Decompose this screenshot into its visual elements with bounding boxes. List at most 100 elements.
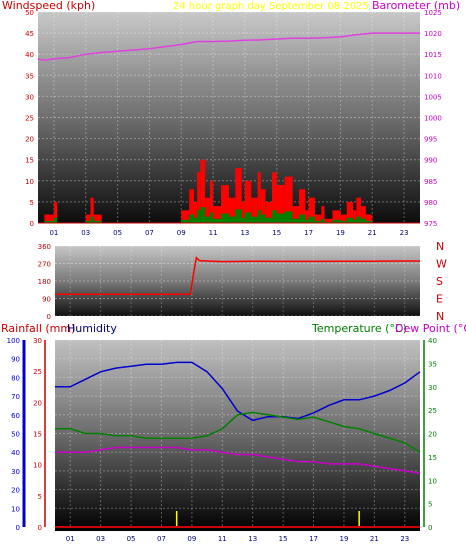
baro-tick-label: 975 — [424, 220, 437, 228]
rain-tick-label: 30 — [33, 337, 42, 345]
temp-x-tick-label: 23 — [400, 535, 409, 543]
wind-bar — [365, 214, 373, 223]
wind-x-tick-label: 11 — [209, 229, 218, 237]
wind-bar — [235, 168, 242, 223]
wind-avg-bar — [365, 220, 373, 223]
rain-tick-label: 20 — [33, 399, 42, 407]
wind-x-tick-label: 13 — [240, 229, 249, 237]
wind-bar — [340, 214, 347, 223]
wind-tick-label: 25 — [25, 115, 34, 123]
temp-x-tick-label: 01 — [66, 535, 75, 543]
temperature-line — [55, 411, 421, 453]
wind-avg-bar — [265, 217, 272, 223]
wind-avg-bar — [321, 218, 325, 223]
rain-tick-label: 0 — [38, 524, 42, 532]
barometer-label: Barometer (mb) — [372, 0, 460, 12]
temp-tick-label: 35 — [428, 360, 437, 368]
wind-avg-bar — [90, 216, 94, 223]
wind-tick-label: 40 — [25, 51, 34, 59]
wind-bar — [213, 206, 222, 223]
baro-tick-label: 1005 — [424, 93, 442, 101]
wind-bar — [209, 180, 214, 223]
wind-bar — [49, 214, 54, 223]
wind-tick-label: 20 — [25, 136, 34, 144]
rain-tick-label: 15 — [33, 431, 42, 439]
wind-bar — [53, 201, 58, 223]
wind-avg-bar — [340, 220, 347, 223]
temp-tick-label: 25 — [428, 407, 437, 415]
direction-panel-bg — [55, 246, 420, 316]
wind-bar — [324, 218, 333, 223]
temp-tick-label: 20 — [428, 431, 437, 439]
humidity-tick-label: 0 — [16, 524, 20, 532]
wind-avg-bar — [205, 216, 210, 223]
wind-tick-label: 50 — [25, 9, 34, 17]
wind-avg-bar — [244, 212, 252, 223]
wind-avg-bar — [213, 218, 222, 223]
wind-bar — [353, 210, 357, 223]
temp-x-tick-label: 11 — [218, 535, 227, 543]
baro-tick-label: 1025 — [424, 9, 442, 17]
wind-bar — [205, 197, 210, 223]
temp-x-tick-label: 13 — [248, 535, 257, 543]
wind-avg-bar — [324, 221, 333, 223]
dewpoint-line — [55, 446, 421, 474]
wind-tick-label: 30 — [25, 93, 34, 101]
compass-label: W — [436, 258, 447, 271]
compass-label: N — [436, 310, 444, 323]
wind-tick-label: 15 — [25, 157, 34, 165]
baro-tick-label: 1020 — [424, 30, 442, 38]
wind-avg-bar — [85, 220, 91, 223]
wind-bar — [260, 189, 266, 223]
wind-direction-line — [55, 256, 420, 295]
humidity-tick-label: 20 — [11, 487, 20, 495]
wind-avg-bar — [314, 220, 322, 223]
windspeed-label: Windspeed (kph) — [2, 0, 95, 12]
wind-avg-bar — [308, 216, 315, 223]
wind-avg-bar — [209, 212, 214, 223]
wind-avg-bar — [276, 213, 285, 223]
wind-x-tick-label: 23 — [400, 229, 409, 237]
temp-tick-label: 30 — [428, 384, 437, 392]
wind-avg-bar — [305, 219, 309, 223]
temp-x-tick-label: 15 — [279, 535, 288, 543]
wind-x-tick-label: 05 — [113, 229, 122, 237]
wind-avg-bar — [346, 217, 354, 223]
wind-bar — [181, 210, 190, 223]
wind-bar — [276, 185, 285, 223]
wind-avg-bar — [356, 216, 362, 223]
wind-avg-bar — [44, 220, 50, 223]
wind-avg-bar — [197, 210, 201, 223]
baro-tick-label: 1000 — [424, 115, 442, 123]
wind-x-tick-label: 09 — [177, 229, 186, 237]
wind-bar — [332, 210, 341, 223]
dir-tick-label: 270 — [38, 261, 51, 269]
rain-tick-label: 25 — [33, 368, 42, 376]
baro-tick-label: 1010 — [424, 72, 442, 80]
wind-bar — [321, 206, 325, 223]
wind-avg-bar — [241, 217, 245, 223]
rain-tick-label: 10 — [33, 462, 42, 470]
wind-bar — [229, 197, 236, 223]
wind-bar — [251, 197, 258, 223]
compass-label: E — [436, 293, 443, 306]
dir-tick-label: 0 — [47, 313, 51, 321]
wind-bar — [299, 189, 306, 223]
wind-tick-label: 45 — [25, 30, 34, 38]
baro-tick-label: 985 — [424, 178, 437, 186]
temp-x-tick-label: 05 — [127, 535, 136, 543]
wind-avg-bar — [49, 220, 54, 223]
wind-bar — [271, 172, 277, 223]
dir-tick-label: 90 — [42, 296, 51, 304]
wind-avg-bar — [221, 213, 229, 223]
temp-tick-label: 5 — [428, 501, 432, 509]
wind-avg-bar — [235, 209, 242, 223]
wind-bar — [308, 197, 315, 223]
humidity-tick-label: 60 — [11, 412, 20, 420]
wind-bar — [193, 201, 198, 223]
baro-tick-label: 990 — [424, 157, 437, 165]
wind-x-tick-label: 07 — [145, 229, 154, 237]
wind-bar — [241, 201, 245, 223]
temp-x-tick-label: 03 — [96, 535, 105, 543]
